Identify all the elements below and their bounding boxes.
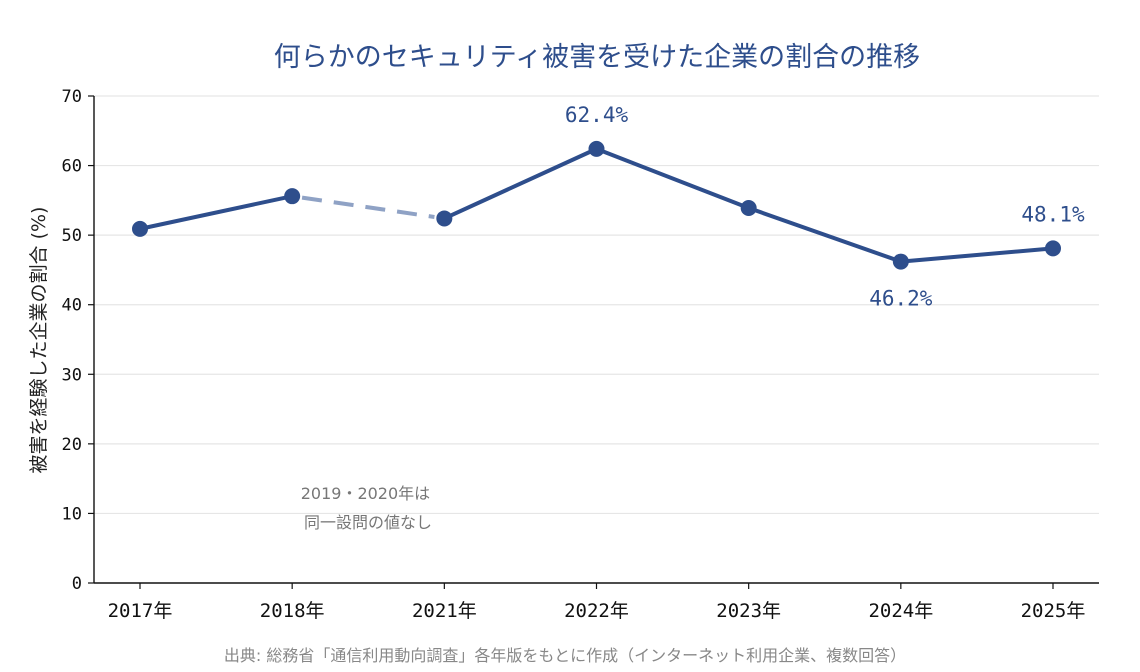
series xyxy=(132,140,1061,270)
y-tick-label: 40 xyxy=(62,296,82,316)
line-segment xyxy=(594,146,751,211)
x-tick-label: 2018年 xyxy=(260,600,325,622)
data-point xyxy=(436,210,453,227)
y-tick-label: 70 xyxy=(62,87,82,107)
data-point xyxy=(740,200,757,217)
y-axis-label: 被害を経験した企業の割合 (%) xyxy=(28,207,50,474)
line-segment xyxy=(898,246,1055,264)
x-tick-label: 2021年 xyxy=(412,600,477,622)
y-tick-label: 0 xyxy=(72,574,82,594)
data-point xyxy=(284,188,301,205)
data-point xyxy=(1045,240,1061,257)
chart-title: 何らかのセキュリティ被害を受けた企業の割合の推移 xyxy=(274,42,920,73)
x-tick-label: 2023年 xyxy=(716,600,781,622)
data-point xyxy=(588,140,605,157)
annotation-line-2: 同一設問の値なし xyxy=(304,513,432,532)
data-label: 62.4% xyxy=(565,103,629,127)
y-tick-label: 20 xyxy=(62,435,82,455)
x-tick-label: 2024年 xyxy=(868,600,933,622)
line-segment xyxy=(442,146,599,221)
data-label: 48.1% xyxy=(1021,202,1085,226)
annotation-line-1: 2019・2020年は xyxy=(301,484,430,503)
data-labels: 62.4% 46.2% 48.1% xyxy=(565,103,1085,311)
y-tick-label: 10 xyxy=(62,504,82,524)
line-segment xyxy=(138,194,295,231)
gridlines xyxy=(94,95,1099,515)
source-caption: 出典: 総務省「通信利用動向調査」各年版をもとに作成（インターネット利用企業、複… xyxy=(224,646,906,665)
annotation-note: 2019・2020年は 同一設問の値なし xyxy=(301,484,436,532)
data-label: 46.2% xyxy=(869,287,933,311)
x-tick-label: 2025年 xyxy=(1021,600,1086,622)
data-point xyxy=(892,253,909,270)
y-tick-label: 50 xyxy=(62,226,82,246)
line-segment xyxy=(746,206,903,264)
y-tick-label: 30 xyxy=(62,365,82,385)
x-tick-label: 2022年 xyxy=(564,600,629,622)
dashed-segment xyxy=(301,195,435,219)
y-tick-label: 60 xyxy=(62,157,82,177)
axes: 0 10 20 30 40 50 60 70 2017年 2018年 2021年 2022年 2023年… xyxy=(62,87,1099,622)
data-point xyxy=(132,220,148,237)
x-tick-label: 2017年 xyxy=(108,600,173,622)
